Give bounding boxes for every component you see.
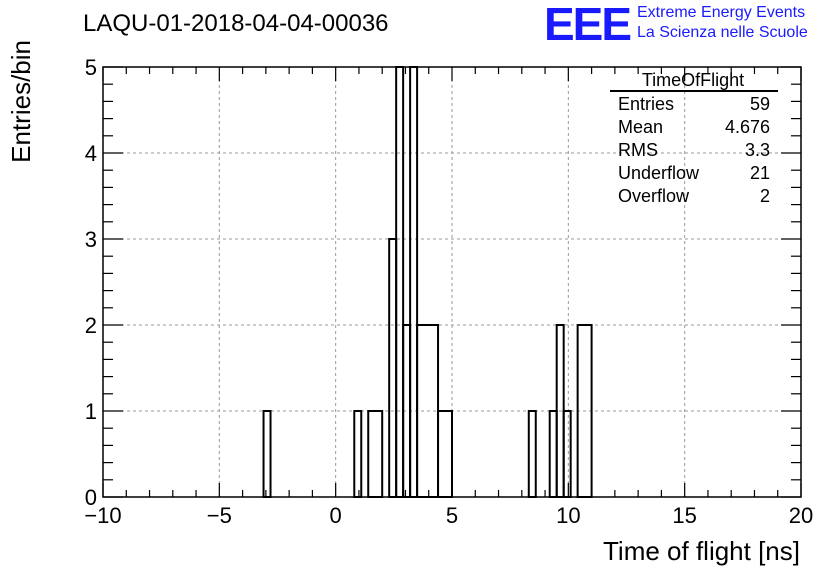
stats-value: 3.3 — [745, 140, 770, 160]
histogram-title: LAQU-01-2018-04-04-00036 — [83, 10, 389, 37]
stats-rows: Entries 59 Mean 4.676 RMS 3.3 Underflow 21 Overf… — [618, 94, 770, 206]
histogram-bars — [262, 66, 593, 498]
histogram-bin — [562, 410, 572, 498]
plot-frame — [102, 66, 802, 498]
histogram-bin — [409, 66, 419, 498]
stats-label: Entries — [618, 94, 674, 114]
stats-label: RMS — [618, 140, 658, 160]
y-axis-label: Entries/bin — [6, 40, 36, 163]
x-tick-label: −10 — [84, 503, 121, 528]
tick-labels: −10 −5 0 5 10 15 20 0 1 2 3 4 5 — [84, 55, 813, 528]
y-tick-label: 0 — [85, 485, 97, 510]
x-tick-label: 20 — [789, 503, 813, 528]
x-tick-label: 5 — [446, 503, 458, 528]
histogram-bin — [437, 410, 454, 498]
histogram-bin — [548, 410, 558, 498]
histogram-bin — [367, 410, 384, 498]
histogram-bin — [527, 410, 537, 498]
x-tick-label: 10 — [556, 503, 580, 528]
logo-text-line1: Extreme Energy Events — [637, 4, 806, 21]
eee-logo: EEE — [544, 0, 632, 50]
stats-value: 2 — [760, 186, 770, 206]
histogram-bin — [395, 66, 405, 498]
axis-ticks — [102, 66, 802, 498]
logo-text-line2: La Scienza nelle Scuole — [637, 24, 808, 41]
stats-label: Underflow — [618, 163, 700, 183]
stats-value: 4.676 — [725, 117, 770, 137]
x-tick-label: 15 — [672, 503, 696, 528]
stats-value: 21 — [750, 163, 770, 183]
y-tick-label: 2 — [85, 313, 97, 338]
y-tick-label: 5 — [85, 55, 97, 80]
histogram-bin — [262, 410, 272, 498]
stats-value: 59 — [750, 94, 770, 114]
x-tick-label: 0 — [330, 503, 342, 528]
stats-box: TimeOfFlight Entries 59 Mean 4.676 RMS 3.3 Und… — [610, 70, 778, 206]
x-tick-label: −5 — [207, 503, 232, 528]
stats-label: Mean — [618, 117, 663, 137]
histogram-bin — [388, 238, 398, 498]
histogram-bin — [353, 410, 363, 498]
y-tick-label: 3 — [85, 227, 97, 252]
stats-label: Overflow — [618, 186, 690, 206]
stats-name: TimeOfFlight — [642, 70, 744, 90]
x-axis-label: Time of flight [ns] — [603, 536, 800, 566]
y-tick-label: 1 — [85, 399, 97, 424]
y-tick-label: 4 — [85, 141, 97, 166]
